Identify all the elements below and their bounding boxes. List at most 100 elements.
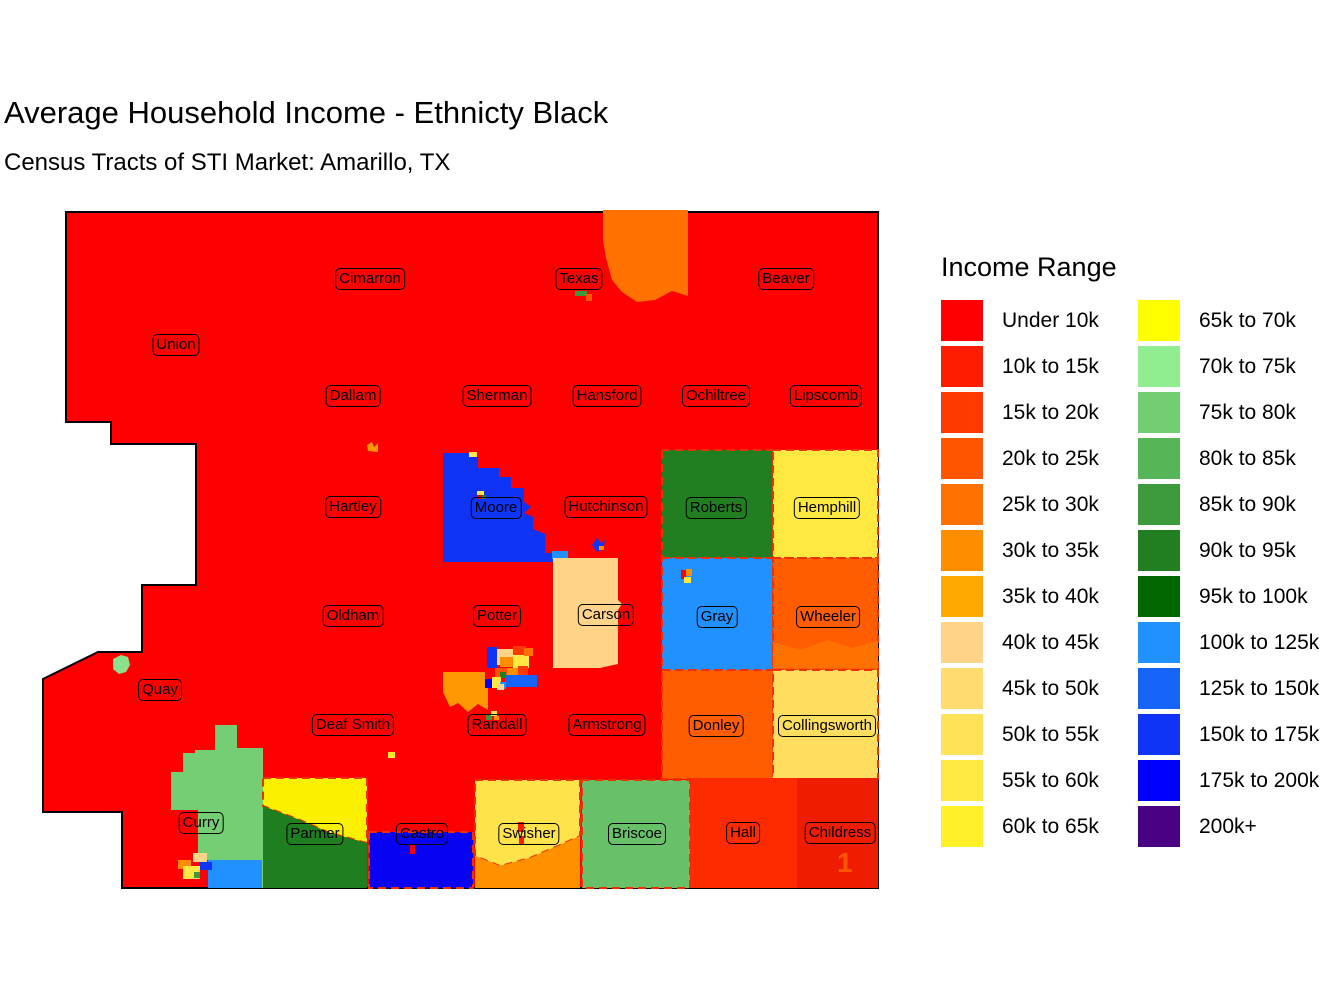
legend-swatch xyxy=(941,484,983,525)
region-randall-dot-orange xyxy=(494,716,499,720)
region-amarillo-tract-9 xyxy=(507,668,518,677)
legend-swatch xyxy=(1138,392,1180,433)
legend-label: 125k to 150k xyxy=(1199,676,1320,700)
legend-label: 15k to 20k xyxy=(1002,400,1099,424)
region-childress-marker-1: 1 xyxy=(837,847,853,878)
legend-item: 90k to 95k xyxy=(1138,530,1319,571)
legend-label: 20k to 25k xyxy=(1002,446,1099,470)
legend-label: 65k to 70k xyxy=(1199,308,1296,332)
region-castro-red-mark xyxy=(410,845,415,854)
region-clovis-dot-orange xyxy=(178,860,191,869)
region-moore-dot-yellow xyxy=(469,452,477,457)
legend-swatch xyxy=(941,392,983,433)
region-amarillo-tract-5 xyxy=(513,655,529,668)
region-moore-dot-green xyxy=(482,495,486,499)
legend-label: 85k to 90k xyxy=(1199,492,1296,516)
legend-swatch xyxy=(1138,438,1180,479)
region-clovis-dot-blue xyxy=(200,862,212,870)
legend-swatch xyxy=(941,806,983,847)
legend-label: 90k to 95k xyxy=(1199,538,1296,562)
region-gray-marker-orange xyxy=(686,569,692,576)
region-collingsworth xyxy=(772,669,879,780)
region-amarillo-tract-3 xyxy=(513,646,526,656)
legend-swatch xyxy=(941,622,983,663)
region-texas-mini-orange xyxy=(586,294,592,301)
region-swisher-red-mark-2 xyxy=(519,836,524,845)
legend-item: 55k to 60k xyxy=(941,760,1099,801)
region-randall-orange-blob xyxy=(443,672,488,712)
region-swisher-red-mark-1 xyxy=(518,822,524,832)
region-briscoe xyxy=(581,779,691,889)
region-amarillo-tract-1 xyxy=(487,647,497,668)
legend-swatch xyxy=(1138,622,1180,663)
legend-item: 150k to 175k xyxy=(1138,714,1319,755)
region-amarillo-tract-6 xyxy=(524,648,533,656)
legend-swatch xyxy=(941,300,983,341)
region-gray-marker-yellow xyxy=(684,577,691,583)
region-moore-dot-red xyxy=(478,495,482,499)
region-randall-dot-green xyxy=(486,714,492,720)
legend-item: 70k to 75k xyxy=(1138,346,1319,387)
region-clovis-dot-green xyxy=(194,872,200,878)
legend-swatch xyxy=(1138,300,1180,341)
region-moore-dot-yellow2 xyxy=(477,491,484,495)
legend-label: 175k to 200k xyxy=(1199,768,1320,792)
region-clovis-dot-tan xyxy=(193,853,207,862)
region-donley xyxy=(661,669,774,780)
region-amarillo-tract-10 xyxy=(518,666,528,679)
legend-item: 200k+ xyxy=(1138,806,1319,847)
legend-item: 50k to 55k xyxy=(941,714,1099,755)
legend-label: 55k to 60k xyxy=(1002,768,1099,792)
legend-item: 35k to 40k xyxy=(941,576,1099,617)
legend-title: Income Range xyxy=(941,252,1117,282)
region-clovis-blue xyxy=(208,860,262,888)
legend-label: 60k to 65k xyxy=(1002,814,1099,838)
legend-item: 100k to 125k xyxy=(1138,622,1319,663)
region-childress xyxy=(797,778,878,888)
legend-label: 25k to 30k xyxy=(1002,492,1099,516)
legend-swatch xyxy=(1138,576,1180,617)
legend-item: 10k to 15k xyxy=(941,346,1099,387)
legend-swatch xyxy=(941,760,983,801)
legend-label: 50k to 55k xyxy=(1002,722,1099,746)
region-hutchinson-marker-orange xyxy=(599,546,604,550)
region-roberts xyxy=(661,449,774,559)
legend-item: 175k to 200k xyxy=(1138,760,1319,801)
legend-swatch xyxy=(1138,530,1180,571)
region-amarillo-tract-12 xyxy=(492,677,501,688)
legend-item: 40k to 45k xyxy=(941,622,1099,663)
legend-label: 70k to 75k xyxy=(1199,354,1296,378)
legend-swatch xyxy=(941,576,983,617)
region-borger-bar xyxy=(552,551,568,559)
legend-item: 125k to 150k xyxy=(1138,668,1319,709)
legend-item: 20k to 25k xyxy=(941,438,1099,479)
page-subtitle: Census Tracts of STI Market: Amarillo, T… xyxy=(4,149,451,176)
region-parmer-green xyxy=(263,806,367,888)
legend-item: 75k to 80k xyxy=(1138,392,1319,433)
region-hall xyxy=(690,778,797,888)
legend-item: 95k to 100k xyxy=(1138,576,1319,617)
region-swisher-orange xyxy=(475,836,580,888)
legend-label: 10k to 15k xyxy=(1002,354,1099,378)
legend-item: 60k to 65k xyxy=(941,806,1099,847)
legend-swatch xyxy=(1138,714,1180,755)
legend-column-left: Under 10k 10k to 15k 15k to 20k 20k to 25k 2… xyxy=(941,300,1099,852)
legend-swatch xyxy=(941,438,983,479)
legend-label: 200k+ xyxy=(1199,814,1257,838)
region-randall-dot-yellow xyxy=(491,711,497,716)
legend-swatch xyxy=(941,714,983,755)
legend-label: 95k to 100k xyxy=(1199,584,1308,608)
region-gray-marker-red xyxy=(681,570,686,579)
legend-swatch xyxy=(1138,668,1180,709)
legend-label: 40k to 45k xyxy=(1002,630,1099,654)
region-amarillo-tract-11 xyxy=(485,679,492,688)
region-quay-tract-green xyxy=(113,655,130,674)
region-amarillo-tract-8 xyxy=(500,672,506,678)
legend-label: 35k to 40k xyxy=(1002,584,1099,608)
legend-swatch xyxy=(941,668,983,709)
legend-item: 65k to 70k xyxy=(1138,300,1319,341)
legend-swatch xyxy=(1138,806,1180,847)
legend-item: 85k to 90k xyxy=(1138,484,1319,525)
region-amarillo-tract-15 xyxy=(497,684,504,690)
